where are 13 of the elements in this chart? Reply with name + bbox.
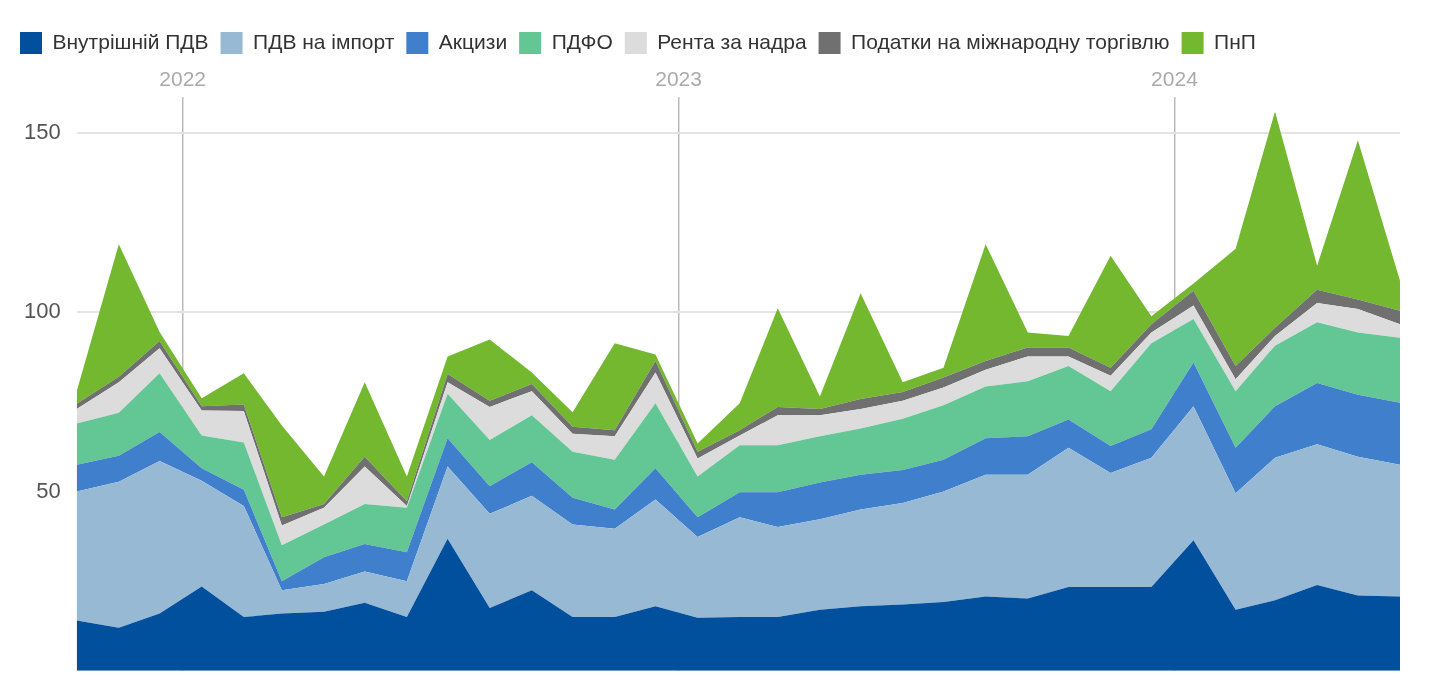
y-tick-label: 50 <box>36 477 61 503</box>
legend-label: Податки на міжнародну торгівлю <box>851 29 1170 53</box>
legend-label: ПнП <box>1214 29 1256 53</box>
x-tick-label: 2024 <box>1151 67 1199 91</box>
y-tick-label: 150 <box>23 119 61 145</box>
x-tick-label: 2022 <box>159 67 207 91</box>
legend-label: Внутрішній ПДВ <box>52 29 209 53</box>
legend-label: Рента за надра <box>657 29 807 53</box>
x-tick-label: 2023 <box>655 67 702 91</box>
legend-label: ПДФО <box>551 29 613 53</box>
legend-label: Акцизи <box>438 29 508 53</box>
y-tick-label: 100 <box>23 298 61 324</box>
legend-label: ПДВ на імпорт <box>253 29 395 53</box>
